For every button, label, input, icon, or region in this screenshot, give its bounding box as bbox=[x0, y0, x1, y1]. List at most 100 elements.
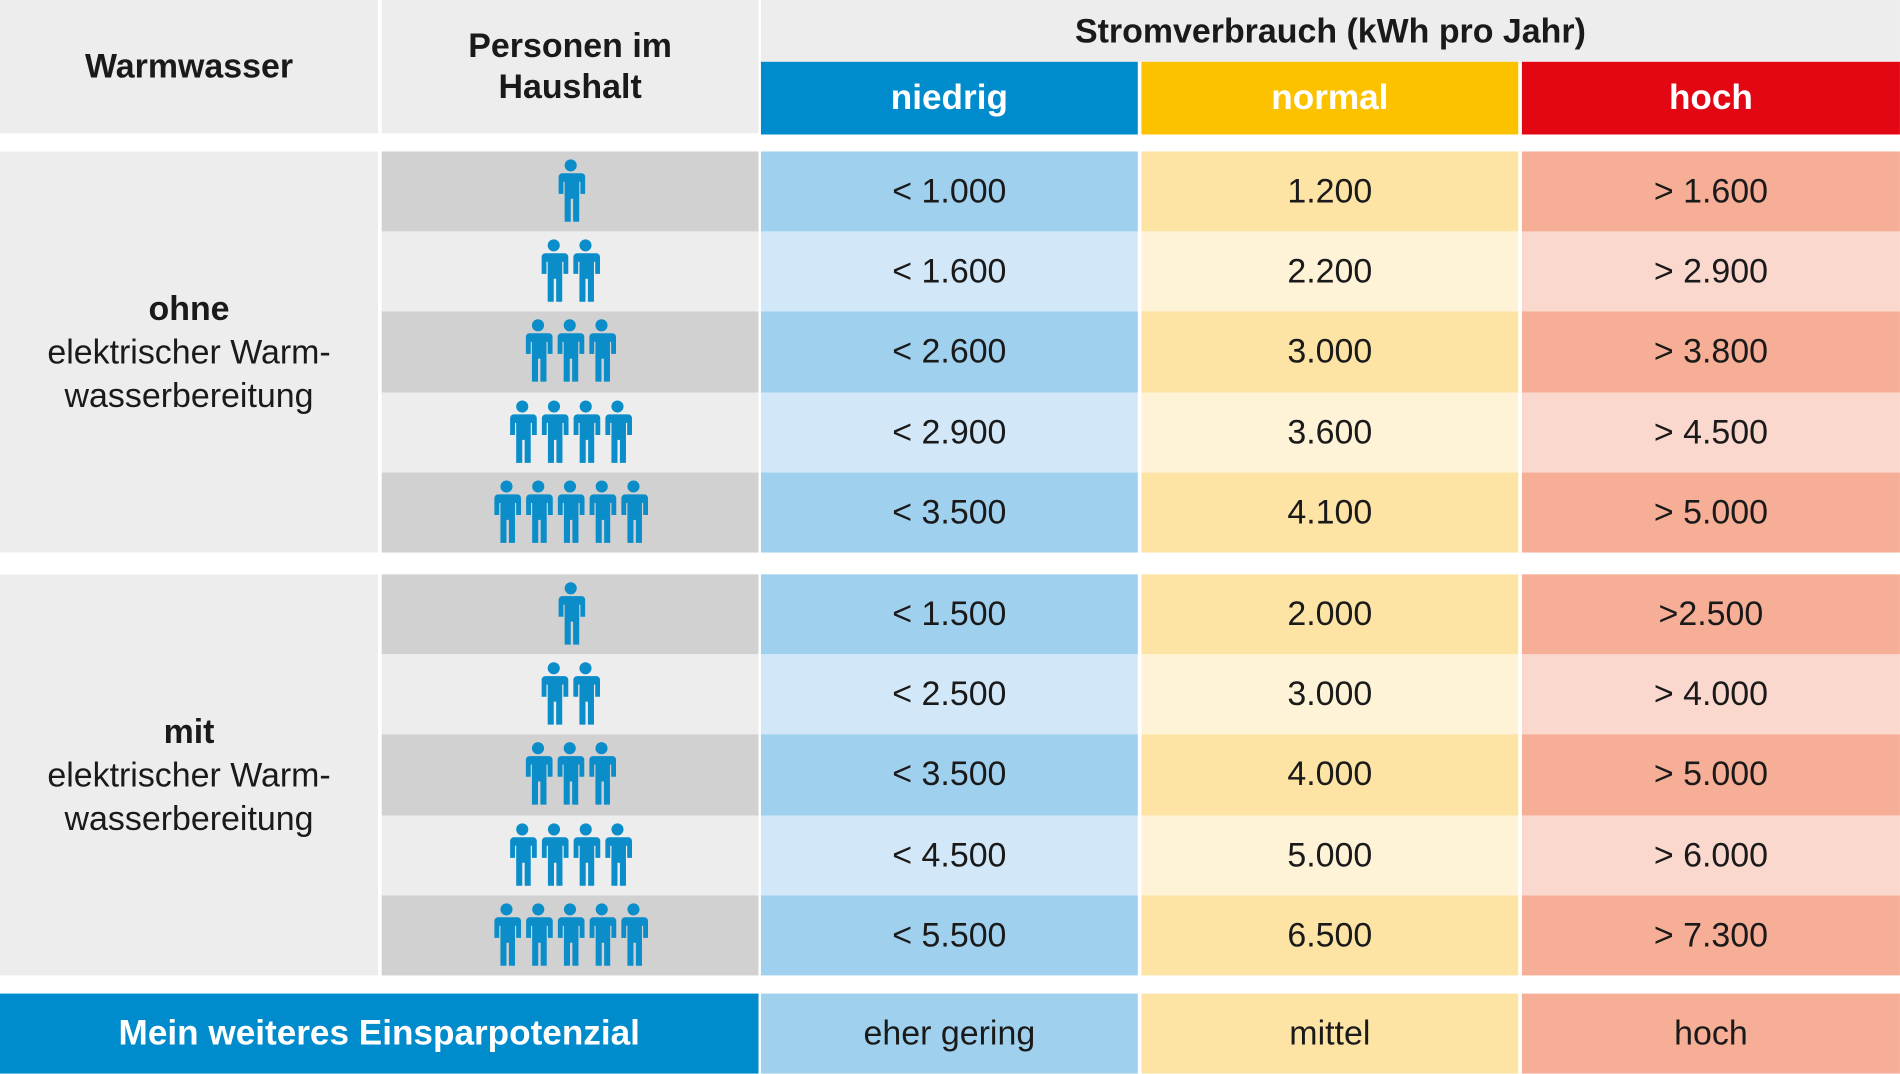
row-persons-cell bbox=[381, 654, 759, 735]
person-icon bbox=[557, 480, 585, 543]
persons-2-icon bbox=[542, 662, 601, 725]
category-normal: normal bbox=[1141, 61, 1519, 135]
persons-1-icon bbox=[557, 159, 585, 222]
person-icon bbox=[589, 480, 617, 543]
category-niedrig: niedrig bbox=[760, 61, 1138, 135]
value-normal: 3.600 bbox=[1287, 412, 1373, 451]
group-title-mit: mit bbox=[163, 711, 215, 750]
row-persons-cell bbox=[381, 392, 759, 473]
value-low: < 1.500 bbox=[892, 595, 1007, 633]
value-normal: 1.200 bbox=[1287, 172, 1373, 210]
person-icon bbox=[557, 159, 585, 222]
row-persons-cell bbox=[381, 311, 759, 393]
person-icon bbox=[542, 662, 569, 725]
value-high: >2.500 bbox=[1658, 595, 1764, 633]
value-low: < 5.500 bbox=[892, 915, 1007, 954]
value-cell-normal: 6.500 bbox=[1141, 895, 1519, 976]
group-subtitle-mit-1: elektrischer Warm- bbox=[47, 755, 331, 794]
value-low: < 2.900 bbox=[892, 412, 1007, 451]
value-high: > 1.600 bbox=[1653, 172, 1768, 210]
value-high: > 2.900 bbox=[1653, 252, 1768, 290]
header-persons-line1: Personen im bbox=[468, 26, 672, 65]
person-icon bbox=[589, 903, 617, 966]
person-icon bbox=[526, 480, 553, 543]
person-icon bbox=[542, 822, 569, 886]
person-icon bbox=[542, 400, 569, 463]
row-persons-cell bbox=[381, 472, 759, 553]
footer-value-low-text: eher gering bbox=[863, 1014, 1036, 1052]
person-icon bbox=[557, 582, 585, 645]
value-cell-low: < 1.600 bbox=[760, 231, 1138, 312]
value-cell-normal: 5.000 bbox=[1141, 814, 1519, 896]
person-icon bbox=[526, 903, 553, 966]
value-high: > 5.000 bbox=[1653, 755, 1768, 794]
value-low: < 3.500 bbox=[892, 493, 1007, 531]
group-subtitle-ohne-2: wasserbereitung bbox=[64, 376, 314, 414]
person-icon bbox=[589, 742, 617, 806]
person-icon bbox=[494, 903, 522, 966]
value-cell-normal: 3.000 bbox=[1141, 311, 1519, 393]
persons-4-icon bbox=[510, 400, 633, 463]
persons-3-icon bbox=[526, 319, 617, 383]
value-high: > 4.500 bbox=[1653, 412, 1768, 451]
value-low: < 2.600 bbox=[892, 332, 1007, 371]
footer-value-high: hoch bbox=[1521, 993, 1900, 1074]
row-persons-cell bbox=[381, 734, 759, 815]
header-warmwasser: Warmwasser bbox=[0, 0, 379, 134]
category-niedrig-label: niedrig bbox=[890, 78, 1008, 117]
person-icon bbox=[557, 319, 585, 383]
value-cell-high: > 5.000 bbox=[1521, 472, 1900, 553]
value-cell-high: > 4.500 bbox=[1521, 392, 1900, 473]
value-cell-high: > 2.900 bbox=[1521, 231, 1900, 312]
value-cell-normal: 2.000 bbox=[1141, 574, 1519, 655]
value-low: < 3.500 bbox=[892, 755, 1007, 794]
persons-3-icon bbox=[526, 742, 617, 806]
value-cell-normal: 4.100 bbox=[1141, 472, 1519, 553]
persons-1-icon bbox=[557, 582, 585, 645]
row-persons-cell bbox=[381, 895, 759, 976]
value-cell-low: < 5.500 bbox=[760, 895, 1138, 976]
value-cell-low: < 1.000 bbox=[760, 151, 1138, 232]
person-icon bbox=[526, 319, 553, 383]
value-normal: 2.200 bbox=[1287, 252, 1373, 290]
row-persons-cell bbox=[381, 231, 759, 312]
person-icon bbox=[621, 903, 649, 966]
person-icon bbox=[573, 239, 601, 303]
value-low: < 1.600 bbox=[892, 252, 1007, 290]
group-subtitle-ohne-1: elektrischer Warm- bbox=[47, 332, 331, 371]
header-stromverbrauch: Stromverbrauch (kWh pro Jahr) bbox=[760, 0, 1900, 62]
footer-value-normal-text: mittel bbox=[1289, 1014, 1371, 1052]
person-icon bbox=[605, 822, 633, 886]
value-cell-low: < 2.600 bbox=[760, 311, 1138, 393]
value-normal: 3.000 bbox=[1287, 675, 1373, 713]
value-cell-low: < 3.500 bbox=[760, 472, 1138, 553]
value-cell-high: > 7.300 bbox=[1521, 895, 1900, 976]
value-normal: 2.000 bbox=[1287, 595, 1373, 633]
value-cell-normal: 3.000 bbox=[1141, 654, 1519, 735]
person-icon bbox=[621, 480, 649, 543]
person-icon bbox=[510, 822, 538, 886]
person-icon bbox=[557, 903, 585, 966]
category-normal-label: normal bbox=[1271, 78, 1389, 117]
row-persons-cell bbox=[381, 574, 759, 655]
persons-5-icon bbox=[494, 480, 649, 543]
value-low: < 2.500 bbox=[892, 675, 1007, 713]
value-normal: 5.000 bbox=[1287, 835, 1373, 874]
footer-value-normal: mittel bbox=[1141, 993, 1519, 1074]
value-cell-high: > 4.000 bbox=[1521, 654, 1900, 735]
row-persons-cell bbox=[381, 151, 759, 232]
header-persons-line2: Haushalt bbox=[498, 67, 642, 106]
person-icon bbox=[573, 822, 601, 886]
value-normal: 3.000 bbox=[1287, 332, 1373, 371]
person-icon bbox=[573, 662, 601, 725]
value-cell-high: > 1.600 bbox=[1521, 151, 1900, 232]
persons-2-icon bbox=[542, 239, 601, 303]
value-high: > 5.000 bbox=[1653, 493, 1768, 531]
value-low: < 1.000 bbox=[892, 172, 1007, 210]
value-low: < 4.500 bbox=[892, 835, 1007, 874]
person-icon bbox=[605, 400, 633, 463]
value-cell-normal: 4.000 bbox=[1141, 734, 1519, 815]
person-icon bbox=[573, 400, 601, 463]
value-normal: 4.000 bbox=[1287, 755, 1373, 794]
